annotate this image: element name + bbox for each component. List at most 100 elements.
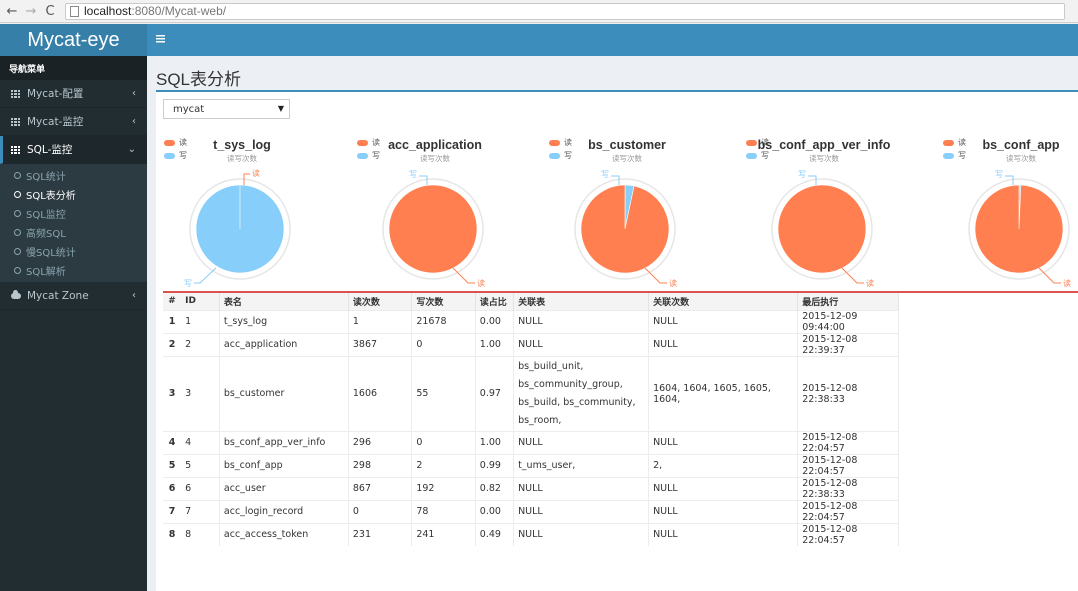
- table-cell: bs_customer: [219, 355, 349, 431]
- table-row[interactable]: 4 4 bs_conf_app_ver_info 296 0 1.00 NULL NULL 20…: [163, 430, 899, 454]
- address-bar[interactable]: localhost:8080/Mycat-web/: [65, 2, 1065, 20]
- pie-legend: 读写: [943, 136, 966, 162]
- forward-arrow-icon[interactable]: →: [25, 3, 37, 19]
- column-header[interactable]: 表名: [219, 293, 349, 310]
- column-header[interactable]: 读次数: [348, 293, 413, 310]
- column-header[interactable]: 写次数: [411, 293, 476, 310]
- submenu-item-high-freq-sql[interactable]: 高频SQL: [0, 223, 147, 242]
- table-cell: 78: [411, 499, 476, 523]
- table-row[interactable]: 6 6 acc_user 867 192 0.82 NULL NULL 2015-12-08 2…: [163, 476, 899, 500]
- table-row[interactable]: 1 1 t_sys_log 1 21678 0.00 NULL NULL 2015-12-09 …: [163, 309, 899, 333]
- table-cell: 2015-12-08 22:04:57: [797, 522, 899, 546]
- table-cell: 1: [348, 309, 413, 333]
- circle-icon: [14, 248, 21, 255]
- column-header[interactable]: 最后执行: [797, 293, 899, 310]
- pie-slice-read[interactable]: [974, 184, 1064, 274]
- table-row[interactable]: 3 3 bs_customer 1606 55 0.97 bs_build_unit, bs…: [163, 355, 899, 431]
- legend-item-write[interactable]: 写: [357, 149, 380, 162]
- submenu-item-slow-sql[interactable]: 慢SQL统计: [0, 242, 147, 261]
- table-cell: 6: [163, 476, 182, 500]
- legend-swatch: [549, 139, 560, 146]
- sidebar-item-mycat-zone[interactable]: Mycat Zone ‹: [0, 282, 147, 310]
- legend-item-read[interactable]: 读: [746, 136, 769, 149]
- nav-header: 导航菜单: [0, 56, 147, 80]
- pie-slice-read[interactable]: [777, 184, 867, 274]
- pie-chart: 写读读写 bs_conf_app 读写次数: [939, 136, 1078, 291]
- table-row[interactable]: 7 7 acc_login_record 0 78 0.00 NULL NULL 2015-12…: [163, 499, 899, 523]
- table-cell: 0: [411, 430, 476, 454]
- back-arrow-icon[interactable]: ←: [6, 3, 18, 19]
- pie-title: bs_conf_app: [982, 138, 1060, 152]
- legend-item-write[interactable]: 写: [746, 149, 769, 162]
- table-row[interactable]: 5 5 bs_conf_app 298 2 0.99 t_ums_user, 2, 2015-1…: [163, 453, 899, 477]
- sidebar-item-mycat-monitor[interactable]: Mycat-监控 ‹: [0, 108, 147, 136]
- sidebar-item-mycat-config[interactable]: Mycat-配置 ‹: [0, 80, 147, 108]
- legend-label: 读: [958, 138, 966, 147]
- legend-item-read[interactable]: 读: [164, 136, 187, 149]
- legend-swatch: [549, 152, 560, 159]
- pie-label-read: 读: [1063, 278, 1071, 288]
- pie-label-write-line: [419, 175, 428, 185]
- column-header[interactable]: 关联表: [513, 293, 650, 310]
- table-cell: 192: [411, 476, 476, 500]
- chevron-down-icon: ⌄: [127, 144, 136, 155]
- pie-outline: [574, 178, 676, 280]
- legend-item-read[interactable]: 读: [357, 136, 380, 149]
- column-header[interactable]: 读占比: [475, 293, 515, 310]
- grid-icon: [11, 117, 20, 126]
- table-cell: 2: [411, 453, 476, 477]
- pie-slice-read[interactable]: [388, 184, 478, 274]
- column-header[interactable]: ID: [181, 293, 220, 310]
- table-cell: 2: [181, 332, 220, 356]
- column-header[interactable]: 关联次数: [648, 293, 799, 310]
- legend-item-read[interactable]: 读: [943, 136, 966, 149]
- pie-outline: [968, 178, 1070, 280]
- pie-subtitle: 读写次数: [612, 154, 642, 163]
- submenu-item-sql-parse[interactable]: SQL解析: [0, 261, 147, 280]
- table-row[interactable]: 2 2 acc_application 3867 0 1.00 NULL NULL 2015-1…: [163, 332, 899, 356]
- menu-toggle-icon[interactable]: [156, 35, 165, 43]
- table-cell: 2015-12-08 22:04:57: [797, 453, 899, 477]
- logo[interactable]: Mycat-eye: [0, 24, 147, 56]
- table-row[interactable]: 8 8 acc_access_token 231 241 0.49 NULL NULL 2015…: [163, 522, 899, 546]
- submenu-item-sql-table-analysis[interactable]: SQL表分析: [0, 185, 147, 204]
- legend-label: 读: [761, 138, 769, 147]
- pie-label-read: 读: [669, 278, 677, 288]
- pie-label-write-line: [808, 175, 817, 185]
- legend-swatch: [164, 139, 175, 146]
- pie-label-read-line: [644, 267, 667, 284]
- reload-icon[interactable]: C: [45, 3, 55, 19]
- table-cell: NULL: [648, 332, 799, 356]
- table-cell: NULL: [513, 499, 650, 523]
- legend-item-read[interactable]: 读: [549, 136, 572, 149]
- legend-item-write[interactable]: 写: [164, 149, 187, 162]
- pie-legend: 读写: [746, 136, 769, 162]
- pie-svg: 写读: [574, 170, 677, 288]
- sidebar-item-label: Mycat-配置: [27, 88, 84, 100]
- database-select[interactable]: mycat ▼: [163, 99, 290, 119]
- pie-label-write-line: [1005, 175, 1014, 185]
- table-cell: 1: [181, 309, 220, 333]
- sidebar-item-label: Mycat Zone: [27, 289, 89, 302]
- table-cell: 1604, 1604, 1605, 1605, 1604,: [648, 355, 799, 431]
- pie-svg: 写读: [771, 170, 874, 288]
- pie-slice-read[interactable]: [580, 184, 670, 274]
- table-cell: 0: [411, 332, 476, 356]
- cloud-icon: [11, 289, 21, 299]
- table-cell: acc_access_token: [219, 522, 349, 546]
- submenu-item-sql-monitor[interactable]: SQL监控: [0, 204, 147, 223]
- pie-label-write: 写: [995, 170, 1003, 179]
- submenu-item-label: SQL表分析: [26, 191, 76, 202]
- column-header[interactable]: #: [163, 293, 182, 310]
- legend-swatch: [357, 152, 368, 159]
- legend-item-write[interactable]: 写: [943, 149, 966, 162]
- page-icon: [70, 5, 79, 17]
- pie-subtitle: 读写次数: [420, 154, 450, 163]
- sidebar-item-sql-monitor[interactable]: SQL-监控 ⌄: [0, 136, 147, 164]
- table-cell: 2015-12-08 22:04:57: [797, 499, 899, 523]
- table-cell: NULL: [513, 309, 650, 333]
- table-cell: 6: [181, 476, 220, 500]
- table-cell: 5: [181, 453, 220, 477]
- legend-item-write[interactable]: 写: [549, 149, 572, 162]
- submenu-item-sql-stats[interactable]: SQL统计: [0, 166, 147, 185]
